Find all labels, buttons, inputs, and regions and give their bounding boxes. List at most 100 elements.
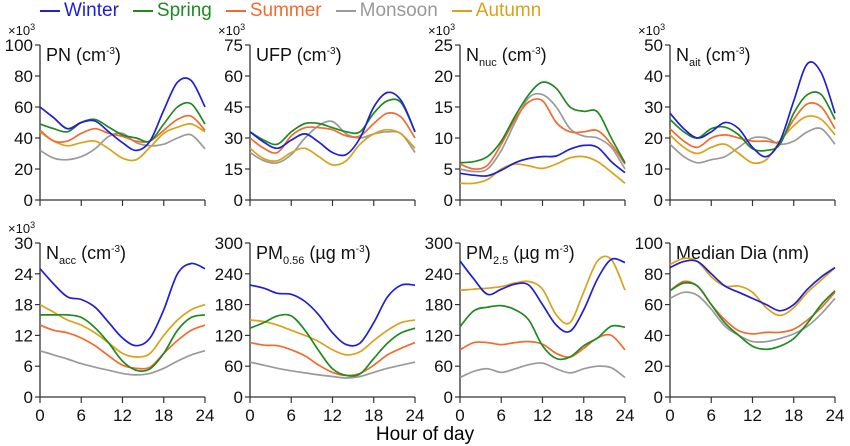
panel-2: 0 5 10 15 20 25×103 Nnuc (cm-3)	[428, 22, 626, 210]
series-line-spring	[40, 313, 206, 372]
y-tick-label: 25	[434, 36, 453, 55]
legend-item-spring: Spring	[132, 0, 212, 22]
y-tick-label: 100	[635, 234, 663, 253]
panel-title: Nacc (cm-3)	[46, 243, 126, 267]
series-line-winter	[459, 144, 626, 177]
x-tick-label: 12	[743, 406, 762, 425]
panel-title-main: PM	[256, 243, 283, 263]
y-tick-label: 40	[644, 67, 663, 86]
panel-title-subscript: 2.5	[493, 255, 508, 267]
y-tick-label: 5	[444, 160, 453, 179]
series-line-winter	[249, 91, 416, 157]
y-tick-label: 80	[644, 265, 663, 284]
legend-swatch	[451, 10, 472, 12]
y-tick-label: 0	[444, 191, 453, 210]
y-tick-label: 0	[444, 388, 453, 407]
panel-0: 0 20 40 60 80 100×103 PN (cm-3)	[5, 22, 206, 210]
series-line-spring	[459, 81, 626, 164]
x-tick-label: 24	[616, 406, 635, 425]
panel-title-main: PN	[46, 45, 71, 65]
series-line-autumn	[39, 123, 206, 162]
x-tick-label: 6	[287, 406, 296, 425]
panel-title-superscript: -3	[560, 244, 569, 255]
x-tick-label: 0	[665, 406, 674, 425]
panel-title-unit: (nm	[767, 243, 803, 263]
panel-title-end: )	[115, 45, 121, 65]
series-line-monsoon	[249, 120, 416, 164]
panel-title-subscript: acc	[59, 255, 77, 267]
panel-7: 0 20 40 60 80 100 0 6 12 18 24 Median Dia (nm)	[635, 234, 845, 425]
y-tick-label: 30	[224, 129, 243, 148]
y-tick-label: 45	[224, 98, 243, 117]
y-multiplier: ×103	[638, 22, 665, 38]
panel-5: 0 60 120 180 240 300 0 6 12 18 24 PM0.56 (µg m-3)	[215, 234, 425, 425]
panel-title-unit: (cm	[292, 45, 327, 65]
x-tick-label: 24	[406, 406, 425, 425]
y-tick-label: 0	[654, 388, 663, 407]
panel-title-end: )	[336, 45, 342, 65]
series-line-monsoon	[39, 132, 206, 161]
series-line-winter	[39, 262, 206, 347]
panel-title-end: )	[541, 45, 547, 65]
y-tick-label: 60	[434, 357, 453, 376]
panel-title: PM2.5 (µg m-3)	[466, 243, 575, 267]
y-tick-label: 20	[14, 160, 33, 179]
panel-title-superscript: -3	[111, 244, 120, 255]
panel-title-unit: (µg m	[304, 243, 355, 263]
series-line-spring	[669, 91, 836, 152]
series-line-summer	[249, 111, 416, 154]
y-multiplier: ×103	[8, 220, 35, 236]
panel-1: 0 15 30 45 60 75×103 UFP (cm-3)	[218, 22, 416, 210]
y-multiplier: ×103	[8, 22, 35, 38]
panel-title-subscript: ait	[689, 57, 701, 69]
series-line-spring	[459, 304, 626, 361]
series-line-autumn	[669, 115, 836, 165]
x-tick-label: 6	[77, 406, 86, 425]
panel-title-end: )	[120, 243, 126, 263]
y-tick-label: 180	[215, 296, 243, 315]
series-line-monsoon	[669, 127, 836, 164]
y-tick-label: 60	[224, 357, 243, 376]
y-tick-label: 60	[14, 98, 33, 117]
legend-swatch	[335, 10, 356, 12]
panel-title-main: N	[46, 243, 59, 263]
series-line-monsoon	[459, 362, 626, 379]
y-tick-label: 40	[644, 326, 663, 345]
x-tick-label: 24	[826, 406, 845, 425]
y-tick-label: 18	[14, 296, 33, 315]
legend-swatch	[225, 10, 246, 12]
panel-title: PN (cm-3)	[46, 45, 121, 65]
series-line-autumn	[39, 303, 206, 358]
y-tick-label: 0	[24, 388, 33, 407]
y-tick-label: 180	[425, 296, 453, 315]
series-line-winter	[669, 259, 836, 312]
panel-title-main: N	[466, 45, 479, 65]
y-tick-label: 300	[425, 234, 453, 253]
panel-title-unit: (µg m	[508, 243, 559, 263]
y-tick-label: 80	[14, 67, 33, 86]
y-tick-label: 75	[224, 36, 243, 55]
y-tick-label: 0	[234, 388, 243, 407]
series-line-summer	[459, 98, 626, 170]
panel-3: 0 10 20 30 40 50×103 Nait (cm-3)	[638, 22, 836, 210]
x-tick-label: 0	[455, 406, 464, 425]
x-tick-label: 24	[196, 406, 215, 425]
y-tick-label: 240	[215, 265, 243, 284]
panel-title: Median Dia (nm)	[676, 243, 809, 263]
y-tick-label: 10	[644, 160, 663, 179]
legend-label: Spring	[156, 0, 212, 21]
y-multiplier-exponent: 3	[30, 22, 35, 32]
series-line-autumn	[249, 128, 416, 166]
panel-title-unit: (cm	[71, 45, 106, 65]
y-tick-label: 240	[425, 265, 453, 284]
y-tick-label: 100	[5, 36, 33, 55]
panel-title: UFP (cm-3)	[256, 45, 342, 65]
panel-title-end: )	[365, 243, 371, 263]
x-tick-label: 12	[533, 406, 552, 425]
series-line-winter	[459, 257, 626, 333]
legend-label: Autumn	[475, 0, 542, 21]
legend-item-autumn: Autumn	[451, 0, 542, 22]
legend-label: Monsoon	[359, 0, 438, 21]
y-tick-label: 120	[425, 326, 453, 345]
panel-title-superscript: -3	[106, 46, 115, 57]
